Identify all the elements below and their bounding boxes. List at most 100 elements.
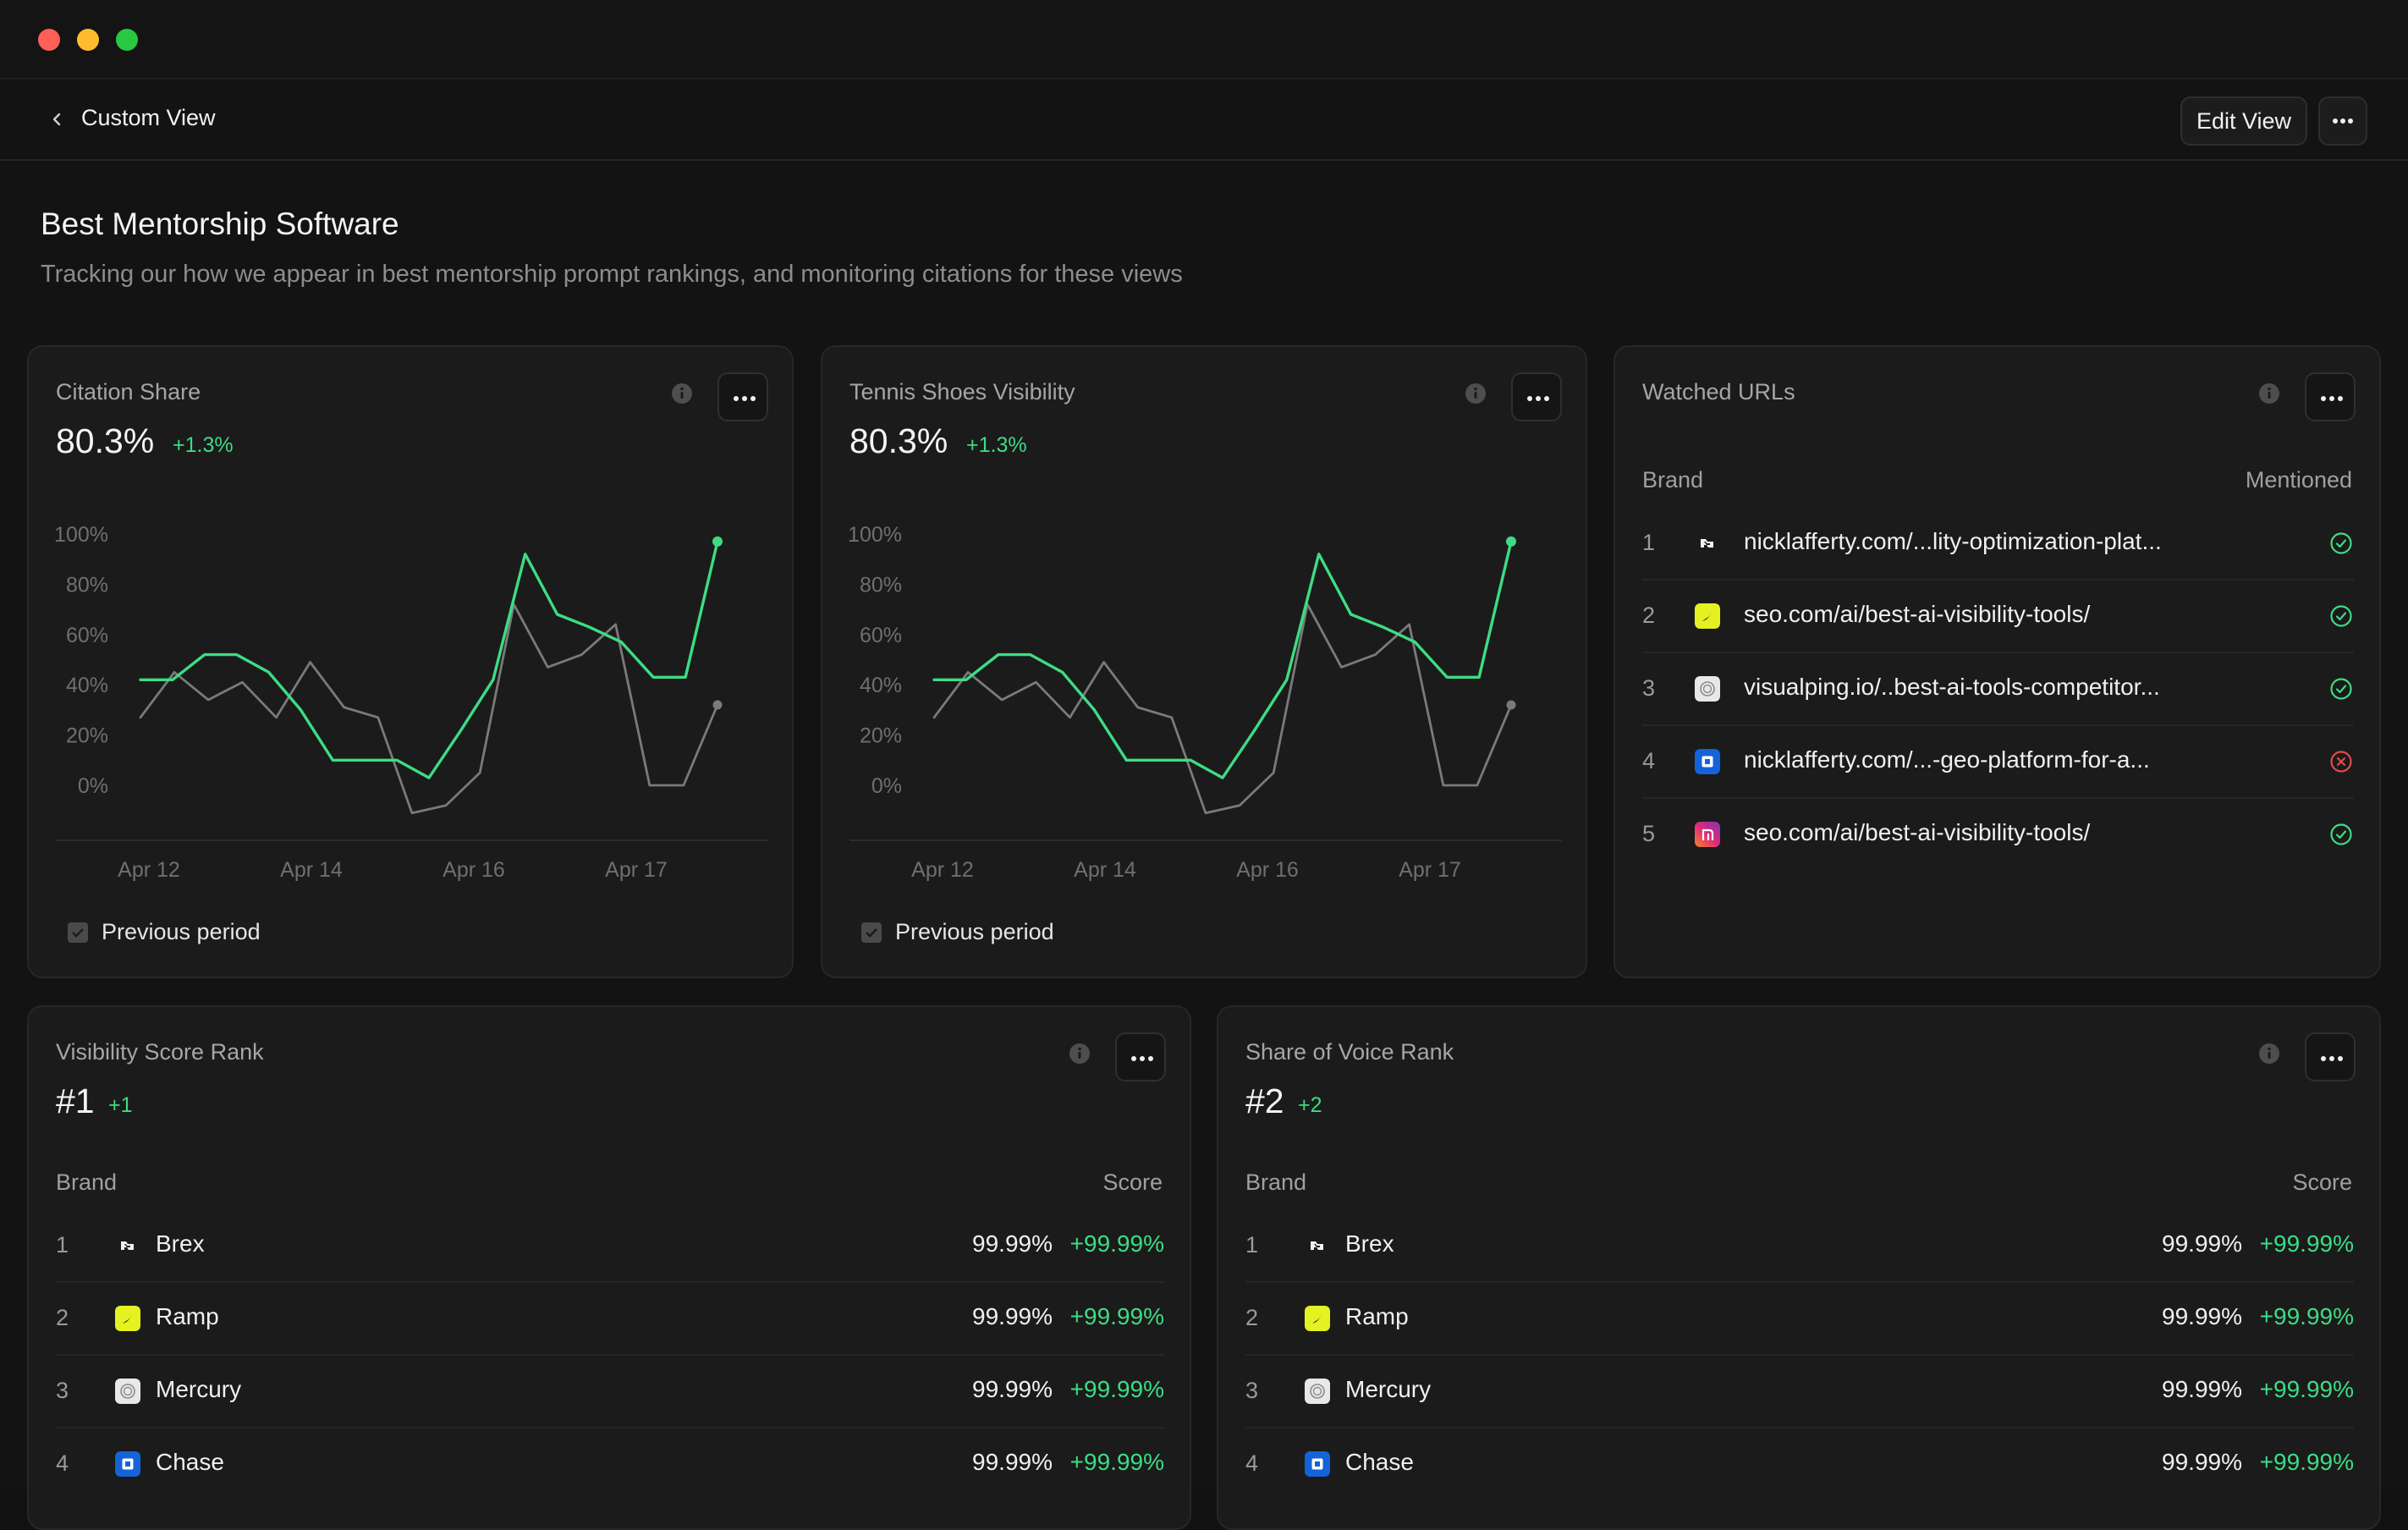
visibility-score-rank-card: Visibility Score Rank #1 +1 Brand Score …	[27, 1005, 1191, 1530]
check-circle-icon	[2330, 678, 2352, 700]
x-circle-icon	[2330, 751, 2352, 773]
maximize-window-button[interactable]	[116, 29, 138, 51]
ellipsis-icon	[2321, 396, 2343, 401]
y-tick-label: 20%	[860, 724, 902, 748]
brand-name: Brex	[156, 1230, 205, 1257]
brand-row[interactable]: 4 Chase 99.99% +99.99%	[56, 1428, 1164, 1501]
score-value: 99.99%	[972, 1449, 1053, 1475]
card-more-button[interactable]	[717, 372, 768, 421]
previous-period-label[interactable]: Previous period	[895, 919, 1054, 944]
score-delta: +99.99%	[1069, 1303, 1164, 1329]
series-line-current	[932, 540, 1513, 779]
series-end-point-previous	[1506, 700, 1516, 710]
page-title: Best Mentorship Software	[41, 206, 399, 241]
brand-name: Brex	[1345, 1230, 1394, 1257]
x-tick-label: Apr 16	[1236, 858, 1299, 882]
brex-icon	[1701, 539, 1713, 548]
watched-urls-card: Watched URLs Brand Mentioned 1 nicklaffe…	[1614, 345, 2381, 978]
card-more-button[interactable]	[1511, 372, 1562, 421]
brand-name: Mercury	[1345, 1376, 1432, 1402]
url-row[interactable]: 1 nicklafferty.com/...lity-optimization-…	[1642, 508, 2354, 581]
url-row[interactable]: 3 visualping.io/..best-ai-tools-competit…	[1642, 653, 2354, 726]
brand-row[interactable]: 1 Brex 99.99% +99.99%	[1245, 1210, 2354, 1283]
series-line-previous	[139, 603, 719, 815]
watched-url[interactable]: visualping.io/..best-ai-tools-competitor…	[1744, 674, 2160, 700]
back-button[interactable]	[44, 107, 69, 132]
y-tick-label: 40%	[66, 674, 108, 697]
watched-url[interactable]: nicklafferty.com/...-geo-platform-for-a.…	[1744, 746, 2150, 773]
score-value: 99.99%	[972, 1303, 1053, 1329]
more-options-button[interactable]	[2318, 96, 2367, 146]
info-icon[interactable]	[1465, 382, 1487, 405]
previous-period-label[interactable]: Previous period	[102, 919, 261, 944]
checkmark-icon	[866, 928, 877, 938]
brand-row[interactable]: 4 Chase 99.99% +99.99%	[1245, 1428, 2354, 1501]
info-icon[interactable]	[2258, 382, 2280, 405]
column-header-score[interactable]: Score	[2292, 1170, 2352, 1195]
card-more-button[interactable]	[1115, 1032, 1166, 1081]
mercury-icon	[1695, 676, 1720, 702]
score-delta: +99.99%	[1069, 1376, 1164, 1402]
y-tick-label: 0%	[871, 774, 902, 798]
card-delta: +1	[108, 1093, 133, 1117]
watched-url[interactable]: seo.com/ai/best-ai-visibility-tools/	[1744, 819, 2091, 845]
series-end-point-current	[1506, 536, 1516, 547]
brand-row[interactable]: 3 Mercury 99.99% +99.99%	[56, 1356, 1164, 1428]
x-tick-label: Apr 17	[605, 858, 668, 882]
previous-period-checkbox[interactable]	[68, 922, 88, 943]
ellipsis-icon	[2321, 1056, 2343, 1061]
check-circle-icon	[2330, 532, 2352, 554]
row-rank: 2	[56, 1305, 69, 1330]
url-row[interactable]: 5 seo.com/ai/best-ai-visibility-tools/	[1642, 799, 2354, 872]
score-value: 99.99%	[972, 1230, 1053, 1257]
watched-url[interactable]: seo.com/ai/best-ai-visibility-tools/	[1744, 601, 2091, 627]
brand-row[interactable]: 3 Mercury 99.99% +99.99%	[1245, 1356, 2354, 1428]
card-title: Share of Voice Rank	[1245, 1039, 1454, 1065]
minimize-window-button[interactable]	[77, 29, 99, 51]
brand-name: Mercury	[156, 1376, 242, 1402]
chase-icon	[1695, 749, 1720, 774]
card-value: #2	[1245, 1081, 1284, 1120]
y-tick-label: 100%	[848, 523, 902, 547]
brand-row[interactable]: 2 Ramp 99.99% +99.99%	[56, 1283, 1164, 1356]
score-value: 99.99%	[2162, 1449, 2242, 1475]
info-icon[interactable]	[1069, 1043, 1091, 1065]
brex-icon	[1311, 1241, 1323, 1250]
card-title: Visibility Score Rank	[56, 1039, 264, 1065]
score-value: 99.99%	[2162, 1230, 2242, 1257]
row-rank: 4	[56, 1450, 69, 1476]
brand-row[interactable]: 2 Ramp 99.99% +99.99%	[1245, 1283, 2354, 1356]
card-title: Tennis Shoes Visibility	[849, 379, 1075, 405]
row-rank: 3	[1245, 1378, 1259, 1403]
previous-period-checkbox[interactable]	[861, 922, 882, 943]
breadcrumb[interactable]: Custom View	[81, 105, 216, 130]
card-title: Watched URLs	[1642, 379, 1795, 405]
x-tick-label: Apr 14	[280, 858, 343, 882]
check-circle-icon	[2330, 823, 2352, 845]
edit-view-button[interactable]: Edit View	[2180, 96, 2307, 146]
watched-url[interactable]: nicklafferty.com/...lity-optimization-pl…	[1744, 528, 2162, 554]
ellipsis-icon	[734, 396, 756, 401]
y-tick-label: 80%	[66, 573, 108, 597]
row-rank: 2	[1642, 603, 1656, 628]
row-rank: 5	[1642, 821, 1656, 846]
brand-name: Ramp	[1345, 1303, 1409, 1329]
brand-name: Chase	[156, 1449, 224, 1475]
series-line-current	[139, 540, 719, 779]
x-tick-label: Apr 14	[1074, 858, 1136, 882]
column-header-score[interactable]: Score	[1102, 1170, 1163, 1195]
info-icon[interactable]	[2258, 1043, 2280, 1065]
url-row[interactable]: 4 nicklafferty.com/...-geo-platform-for-…	[1642, 726, 2354, 799]
column-header-mentioned[interactable]: Mentioned	[2245, 467, 2352, 493]
row-rank: 2	[1245, 1305, 1259, 1330]
card-more-button[interactable]	[2305, 1032, 2356, 1081]
info-icon[interactable]	[671, 382, 693, 405]
row-rank: 3	[1642, 675, 1656, 701]
brand-row[interactable]: 1 Brex 99.99% +99.99%	[56, 1210, 1164, 1283]
close-window-button[interactable]	[38, 29, 60, 51]
ellipsis-icon	[1527, 396, 1549, 401]
instagram-icon	[1695, 822, 1720, 847]
y-tick-label: 100%	[54, 523, 108, 547]
url-row[interactable]: 2 seo.com/ai/best-ai-visibility-tools/	[1642, 581, 2354, 653]
card-more-button[interactable]	[2305, 372, 2356, 421]
